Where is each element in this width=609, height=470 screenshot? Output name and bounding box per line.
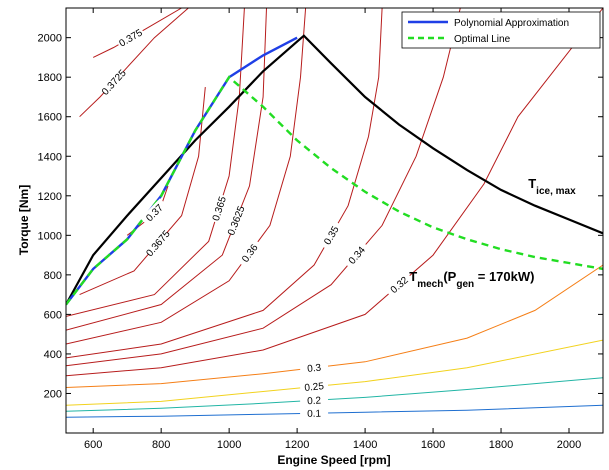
legend-label-polynomial: Polynomial Approximation — [454, 18, 569, 29]
contour-line-0.3 — [66, 264, 603, 388]
y-tick-label: 400 — [44, 349, 62, 361]
x-axis-title: Engine Speed [rpm] — [277, 453, 390, 467]
x-tick-label: 1600 — [421, 439, 445, 451]
legend: Polynomial Approximation Optimal Line — [401, 11, 601, 49]
plot-area — [66, 8, 603, 433]
contour-label-bg — [144, 228, 171, 258]
y-tick-label: 600 — [44, 309, 62, 321]
y-tick-label: 800 — [44, 270, 62, 282]
y-tick-label: 1200 — [38, 191, 62, 203]
x-tick-label: 1000 — [217, 439, 241, 451]
x-tick-label: 1800 — [489, 439, 513, 451]
y-tick-label: 1600 — [38, 112, 62, 124]
contour-line-0.3725 — [79, 8, 189, 118]
contour-label-bg — [140, 198, 168, 227]
x-tick-label: 2000 — [557, 439, 581, 451]
y-axis: 200 400 600 800 1000 1200 1400 1600 1800 2000 — [38, 33, 603, 400]
x-tick-label: 800 — [152, 439, 170, 451]
x-axis: 600 800 1000 1200 1400 1600 1800 2000 — [84, 8, 581, 451]
plot-frame — [65, 7, 604, 434]
contour-label-bg — [299, 393, 329, 407]
contour-label-bg — [209, 193, 228, 224]
y-tick-label: 1400 — [38, 151, 62, 163]
annotation-t-ice-max: Tice, max — [528, 176, 576, 197]
y-tick-label: 200 — [44, 388, 62, 400]
x-tick-label: 600 — [84, 439, 102, 451]
y-tick-label: 1000 — [38, 230, 62, 242]
contour-label-bg — [318, 220, 343, 250]
legend-label-optimal: Optimal Line — [454, 34, 511, 45]
contour-label-0.1: 0.1 — [307, 409, 322, 420]
contour-label-bg — [299, 406, 329, 419]
contour-label-bg — [299, 360, 329, 375]
contour-label-bg — [384, 271, 413, 298]
curve-layer — [66, 34, 603, 306]
contour-label-bg — [299, 379, 329, 393]
max-torque-curve — [66, 34, 603, 306]
contour-label-bg — [99, 67, 127, 96]
contour-label-bg — [342, 240, 370, 269]
annotation-layer: Tice, max Tmech(Pgen = 170kW) — [409, 176, 576, 290]
annotation-t-mech: Tmech(Pgen = 170kW) — [409, 269, 534, 290]
y-tick-label: 1800 — [38, 72, 62, 84]
contour-line-0.36 — [66, 8, 307, 345]
contour-label-bg — [225, 205, 246, 236]
legend-box — [401, 11, 601, 49]
y-tick-label: 2000 — [38, 33, 62, 45]
y-axis-title: Torque [Nm] — [17, 185, 31, 255]
contour-label-bg — [115, 25, 146, 50]
contour-label-0.25: 0.25 — [304, 381, 325, 394]
contour-label-bg — [236, 238, 262, 268]
contour-label-0.3: 0.3 — [307, 362, 323, 375]
x-tick-label: 1400 — [353, 439, 377, 451]
contour-line-0.3675 — [79, 87, 206, 296]
contour-label-0.2: 0.2 — [307, 395, 322, 407]
x-tick-label: 1200 — [285, 439, 309, 451]
